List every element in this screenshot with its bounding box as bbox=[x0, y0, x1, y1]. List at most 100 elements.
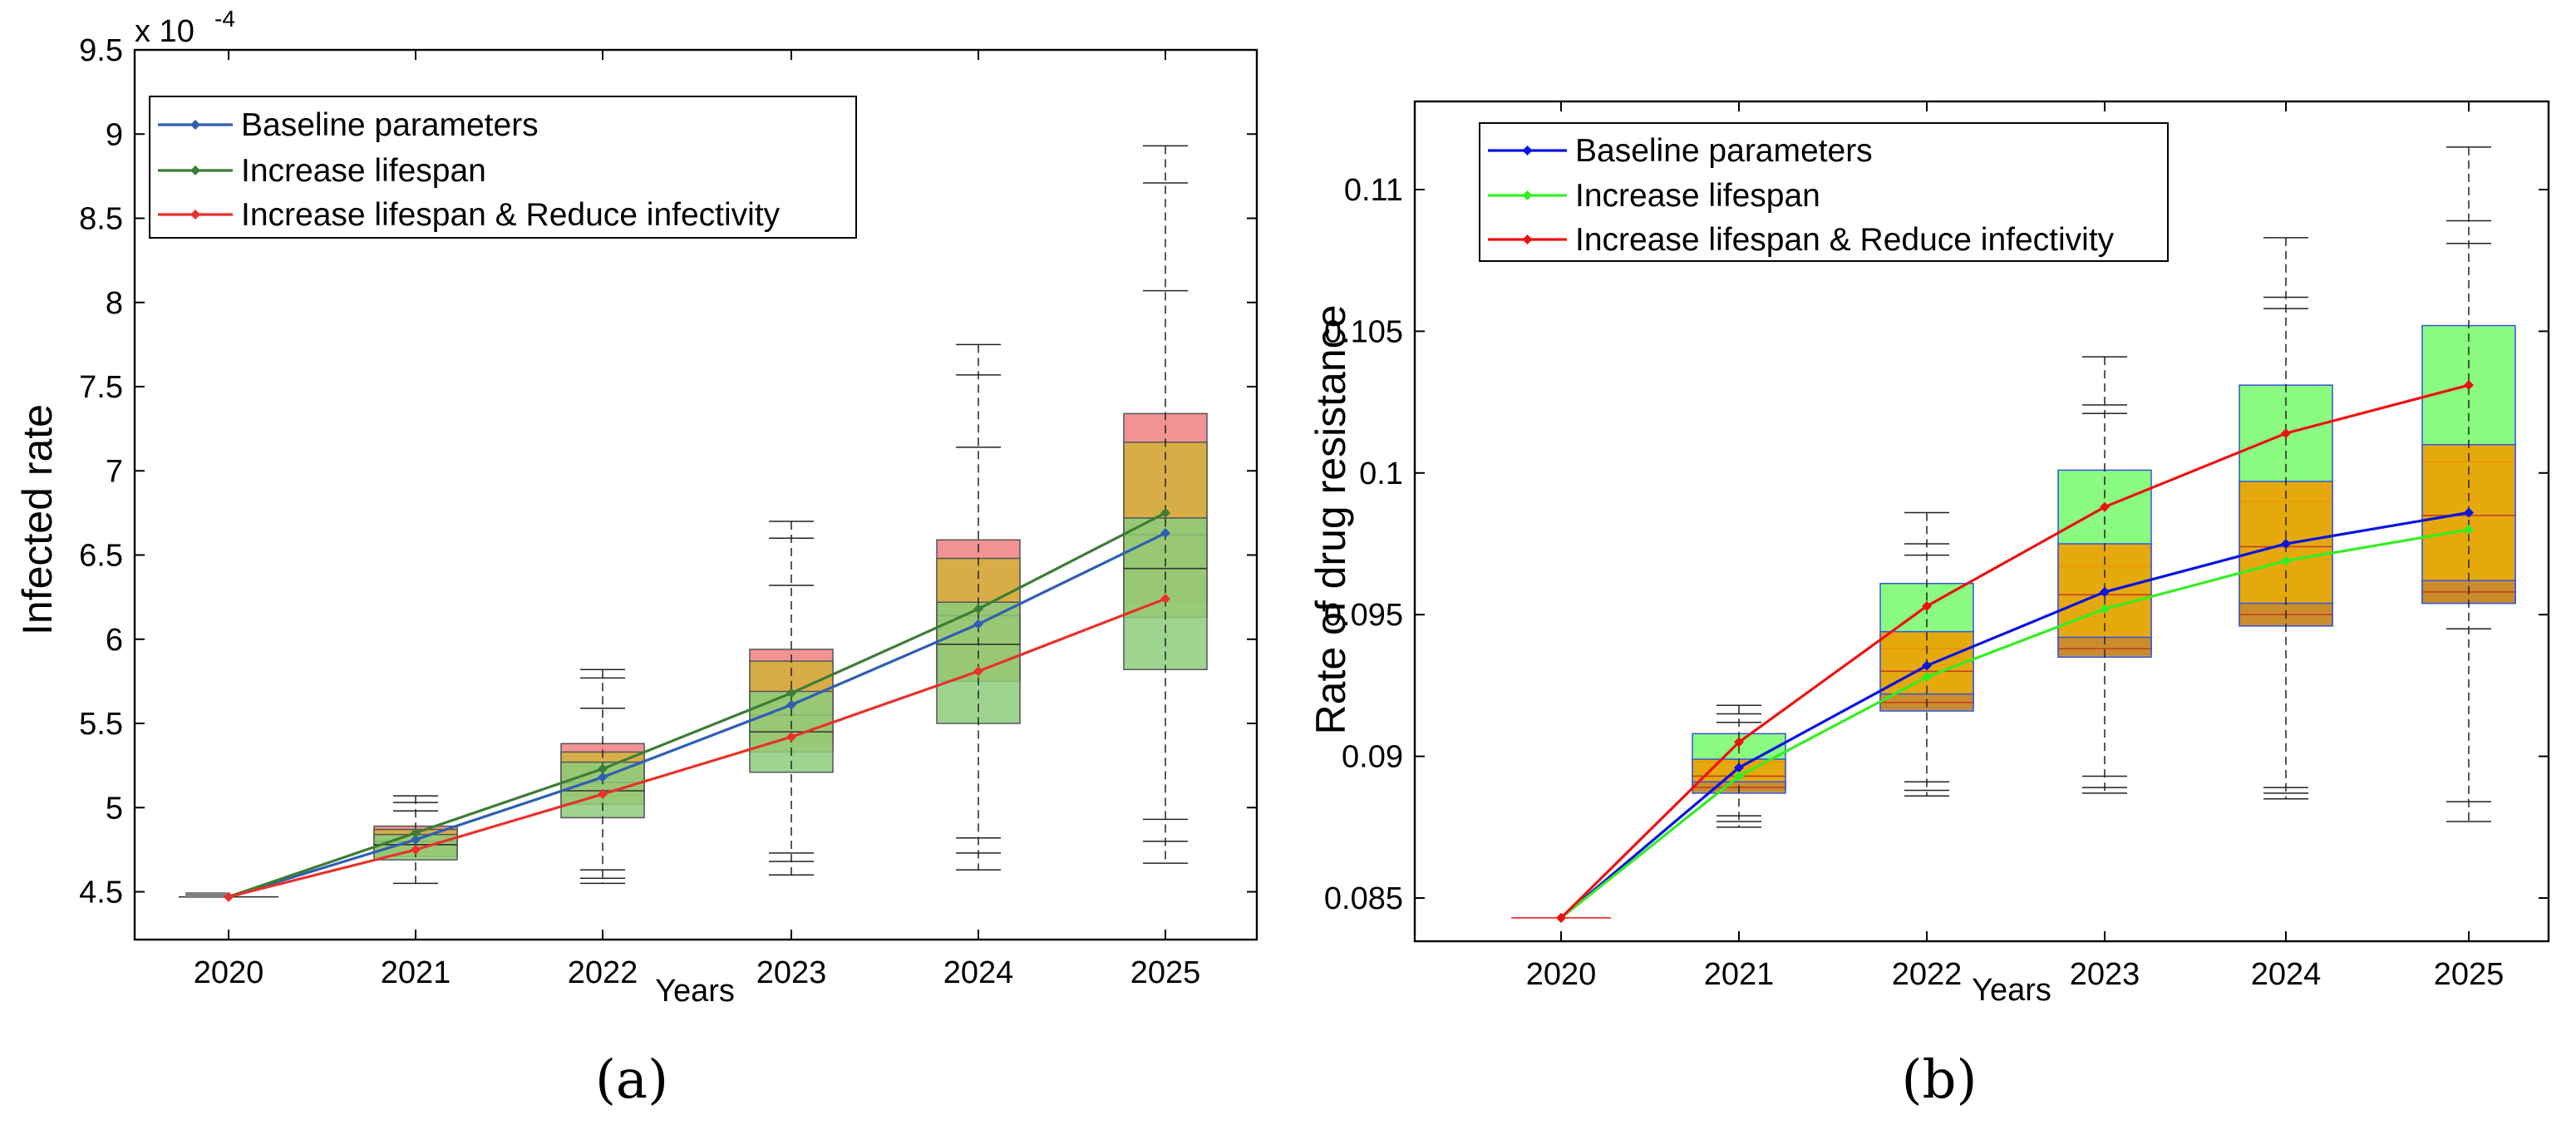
panel-a-outlier-marker bbox=[185, 892, 227, 898]
panel-a-ytick-label-3: 6 bbox=[106, 623, 123, 658]
panel-b-series-1-point-2021 bbox=[1734, 771, 1744, 782]
panel-a-y-axis-title: Infected rate bbox=[14, 404, 61, 635]
panel-a-legend-label-2: Increase lifespan & Reduce infectivity bbox=[241, 197, 781, 233]
panel-b-series-2-point-2020 bbox=[1556, 912, 1566, 923]
panel-a-ytick-label-9: 9 bbox=[106, 117, 123, 152]
panel-a-y-exponent-base: x 10 bbox=[135, 14, 195, 49]
panel-b-series-2-point-2022 bbox=[1922, 600, 1932, 611]
panel-b-ytick-label-2: 0.095 bbox=[1324, 598, 1403, 633]
panel-a-whiskers bbox=[179, 145, 1188, 898]
panel-a-xtick-label-2025: 2025 bbox=[1130, 955, 1201, 990]
panel-a-series-0-point-2022 bbox=[598, 772, 608, 782]
panel-a-y-ticks: 4.5 5 5.5 6 6.5 7 7.5 8 8.5 9 9.5 bbox=[79, 33, 1257, 910]
panel-b-series-1-point-2024 bbox=[2281, 555, 2291, 566]
panel-b-label: (b) bbox=[1902, 1049, 1978, 1111]
panel-b-y-ticks: 0.085 0.09 0.095 0.1 0.105 0.11 bbox=[1324, 173, 2549, 916]
panel-a-x-axis-title: Years bbox=[655, 974, 735, 1009]
panel-a-xtick-label-2023: 2023 bbox=[756, 955, 827, 990]
panel-a-series-0-point-2023 bbox=[786, 699, 796, 710]
panel-a-ytick-label-0: 4.5 bbox=[79, 876, 123, 910]
panel-b-series-2-point-2021 bbox=[1734, 737, 1744, 748]
panel-b-series-2-point-2024 bbox=[2281, 428, 2291, 439]
panel-b-x-axis-title: Years bbox=[1972, 973, 2051, 1008]
panel-a-series-lines bbox=[224, 507, 1170, 902]
panel-a-label: (a) bbox=[595, 1049, 668, 1111]
panel-b-ytick-label-5: 0.11 bbox=[1344, 173, 1403, 208]
panel-b-ytick-label-0: 0.085 bbox=[1324, 881, 1403, 916]
panel-a-legend-label-1: Increase lifespan bbox=[241, 153, 486, 189]
panel-a-xtick-label-2020: 2020 bbox=[194, 955, 264, 990]
panel-b-series-line-1 bbox=[1560, 528, 2470, 920]
panel-a-series-0-point-2021 bbox=[411, 834, 421, 845]
panel-b-series-1-point-2025 bbox=[2464, 524, 2474, 535]
panel-a-series-line-1 bbox=[228, 511, 1166, 899]
panel-b-series-1-point-2023 bbox=[2100, 604, 2110, 614]
panel-b-series-line-0 bbox=[1559, 511, 2470, 920]
panel-a-series-1-point-2023 bbox=[786, 688, 796, 698]
panel-b-series-0-point-2024 bbox=[2281, 539, 2291, 549]
panel-b-ytick-label-4: 0.105 bbox=[1324, 314, 1403, 349]
panel-a-boxes bbox=[373, 412, 1208, 861]
panel-a-xtick-label-2024: 2024 bbox=[943, 955, 1014, 990]
panel-a-series-2-point-2024 bbox=[973, 666, 983, 677]
panel-b-legend-label-0: Baseline parameters bbox=[1575, 133, 1873, 169]
panel-a-legend-box bbox=[149, 96, 857, 239]
panel-a-ytick-label-10: 9.5 bbox=[79, 33, 123, 68]
panel-b-series-lines bbox=[1556, 380, 2474, 923]
panel-b-legend-marker-1 bbox=[1522, 190, 1533, 200]
panel-b-ytick-label-1: 0.09 bbox=[1342, 740, 1403, 775]
panel-b-ytick-label-3: 0.1 bbox=[1359, 456, 1403, 491]
panel-a-box-2-2025 bbox=[1123, 517, 1208, 670]
panel-b-boxes bbox=[1692, 324, 2516, 794]
panel-a-legend-marker-0 bbox=[190, 120, 200, 130]
panel-a-ytick-label-4: 6.5 bbox=[79, 539, 123, 574]
panel-b-legend-label-1: Increase lifespan bbox=[1575, 178, 1820, 214]
panel-a-series-1-point-2024 bbox=[973, 604, 983, 614]
panel-a-series-0-point-2025 bbox=[1160, 528, 1170, 539]
panel-b-series-0-point-2023 bbox=[2100, 586, 2110, 597]
panel-a-legend: Baseline parameters Increase lifespan Incr… bbox=[149, 96, 857, 239]
panel-a-chart: 4.5 5 5.5 6 6.5 7 7.5 8 8.5 9 9.5 2020 2021 2022 2023… bbox=[14, 6, 1258, 1111]
panel-a-series-0-point-2024 bbox=[973, 619, 983, 629]
panel-a-y-exponent-power: -4 bbox=[214, 6, 235, 32]
panel-a-legend-marker-1 bbox=[190, 165, 200, 175]
panel-a-series-line-2 bbox=[228, 597, 1166, 899]
panel-b-x-ticks: 2020 2021 2022 2023 2024 2025 bbox=[1526, 101, 2505, 992]
panel-b-legend-marker-2 bbox=[1522, 234, 1533, 244]
panel-b-y-axis-title: Rate of drug resistance bbox=[1308, 305, 1354, 735]
panel-a-xtick-label-2021: 2021 bbox=[381, 955, 451, 990]
panel-a-legend-marker-2 bbox=[190, 210, 200, 220]
panel-b-xtick-label-2021: 2021 bbox=[1704, 957, 1775, 992]
panel-a-ytick-label-6: 7.5 bbox=[79, 370, 123, 405]
panel-a-ytick-label-2: 5.5 bbox=[79, 707, 123, 742]
panel-b-series-1-point-2022 bbox=[1922, 672, 1932, 683]
panel-b-plot-frame bbox=[1413, 100, 2550, 943]
panel-a-series-2-point-2021 bbox=[411, 844, 421, 855]
panel-a-x-ticks: 2020 2021 2022 2023 2024 2025 bbox=[194, 50, 1201, 990]
panel-b-legend-label-2: Increase lifespan & Reduce infectivity bbox=[1575, 222, 2115, 258]
panel-b-series-0-point-2021 bbox=[1734, 762, 1744, 773]
panel-b-series-2-point-2025 bbox=[2464, 380, 2474, 391]
panel-a-ytick-label-5: 7 bbox=[106, 454, 123, 489]
panel-a-ytick-label-1: 5 bbox=[106, 791, 123, 826]
panel-b-xtick-label-2024: 2024 bbox=[2251, 957, 2322, 992]
panel-b-series-0-point-2022 bbox=[1922, 660, 1932, 671]
panel-b-legend-marker-0 bbox=[1522, 146, 1533, 155]
panel-b-xtick-label-2022: 2022 bbox=[1892, 957, 1963, 992]
panel-b-xtick-label-2023: 2023 bbox=[2070, 957, 2140, 992]
panel-b-legend-box bbox=[1479, 122, 2169, 262]
panel-b-xtick-label-2025: 2025 bbox=[2434, 957, 2505, 992]
panel-b-series-line-2 bbox=[1559, 383, 2470, 919]
panel-b-whiskers bbox=[1511, 146, 2491, 919]
panel-a-series-1-point-2021 bbox=[411, 827, 421, 838]
panel-a-legend-label-0: Baseline parameters bbox=[241, 107, 539, 143]
panel-a-xtick-label-2022: 2022 bbox=[568, 955, 638, 990]
panel-b-xtick-label-2020: 2020 bbox=[1526, 957, 1597, 992]
panel-a-ytick-label-8: 8.5 bbox=[79, 202, 123, 237]
panel-a-series-2-point-2025 bbox=[1160, 594, 1170, 605]
panel-a-series-line-0 bbox=[228, 531, 1166, 899]
panel-a-series-1-point-2025 bbox=[1160, 507, 1170, 518]
panel-b-series-2-point-2023 bbox=[2100, 501, 2110, 512]
